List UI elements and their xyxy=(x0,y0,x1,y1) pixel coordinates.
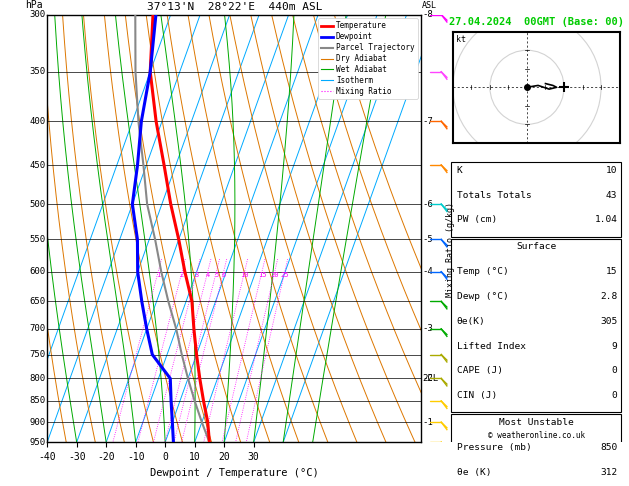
Text: 10: 10 xyxy=(240,272,249,278)
Text: 550: 550 xyxy=(29,235,45,244)
Text: -2: -2 xyxy=(422,374,433,383)
Text: 15: 15 xyxy=(606,267,618,276)
Text: Mixing Ratio (g/kg): Mixing Ratio (g/kg) xyxy=(446,202,455,297)
Text: Dewp (°C): Dewp (°C) xyxy=(457,292,508,301)
Text: 312: 312 xyxy=(600,468,618,477)
Text: Totals Totals: Totals Totals xyxy=(457,191,532,200)
Text: CAPE (J): CAPE (J) xyxy=(457,366,503,375)
Text: -5: -5 xyxy=(422,235,433,244)
Text: -7: -7 xyxy=(422,117,433,126)
Text: 43: 43 xyxy=(606,191,618,200)
Text: 500: 500 xyxy=(29,200,45,208)
Text: 900: 900 xyxy=(29,417,45,427)
Text: 1: 1 xyxy=(156,272,160,278)
Text: 600: 600 xyxy=(29,267,45,276)
Text: 15: 15 xyxy=(258,272,266,278)
Text: 700: 700 xyxy=(29,325,45,333)
Text: 800: 800 xyxy=(29,374,45,383)
Text: 0: 0 xyxy=(612,391,618,400)
Text: 750: 750 xyxy=(29,350,45,359)
Text: θe (K): θe (K) xyxy=(457,468,491,477)
Text: 3: 3 xyxy=(195,272,199,278)
Text: CIN (J): CIN (J) xyxy=(457,391,497,400)
Text: 20: 20 xyxy=(270,272,279,278)
Text: 6: 6 xyxy=(221,272,226,278)
Text: K: K xyxy=(457,166,462,175)
Text: 350: 350 xyxy=(29,67,45,76)
Text: 450: 450 xyxy=(29,160,45,170)
Bar xyxy=(452,162,621,237)
Text: 400: 400 xyxy=(29,117,45,126)
Text: -6: -6 xyxy=(422,200,433,208)
Text: 300: 300 xyxy=(29,10,45,19)
Text: © weatheronline.co.uk: © weatheronline.co.uk xyxy=(487,431,585,440)
Title: 37°13'N  28°22'E  440m ASL: 37°13'N 28°22'E 440m ASL xyxy=(147,2,322,13)
Text: 0: 0 xyxy=(612,366,618,375)
Text: 650: 650 xyxy=(29,297,45,306)
Text: Lifted Index: Lifted Index xyxy=(457,342,526,350)
Text: 25: 25 xyxy=(281,272,289,278)
Text: 10: 10 xyxy=(606,166,618,175)
Legend: Temperature, Dewpoint, Parcel Trajectory, Dry Adiabat, Wet Adiabat, Isotherm, Mi: Temperature, Dewpoint, Parcel Trajectory… xyxy=(318,18,418,99)
Text: 850: 850 xyxy=(29,397,45,405)
Bar xyxy=(452,415,621,486)
Text: Pressure (mb): Pressure (mb) xyxy=(457,443,532,452)
Text: -3: -3 xyxy=(422,325,433,333)
Text: 1.04: 1.04 xyxy=(594,215,618,225)
Text: km
ASL: km ASL xyxy=(422,0,437,10)
Text: 5: 5 xyxy=(214,272,218,278)
Text: Temp (°C): Temp (°C) xyxy=(457,267,508,276)
Bar xyxy=(452,239,621,412)
Text: 305: 305 xyxy=(600,317,618,326)
Text: -1: -1 xyxy=(422,417,433,427)
Text: hPa: hPa xyxy=(25,0,42,10)
Text: 850: 850 xyxy=(600,443,618,452)
Text: kt: kt xyxy=(456,35,466,44)
Text: θe(K): θe(K) xyxy=(457,317,486,326)
Text: -8: -8 xyxy=(422,10,433,19)
Text: PW (cm): PW (cm) xyxy=(457,215,497,225)
Text: -4: -4 xyxy=(422,267,433,276)
Text: 950: 950 xyxy=(29,438,45,447)
Text: Surface: Surface xyxy=(516,243,556,251)
Text: 9: 9 xyxy=(612,342,618,350)
Text: 2.8: 2.8 xyxy=(600,292,618,301)
Text: 4: 4 xyxy=(206,272,210,278)
Text: 2: 2 xyxy=(180,272,184,278)
Text: Most Unstable: Most Unstable xyxy=(499,418,574,427)
Text: 2CL: 2CL xyxy=(422,374,438,383)
Text: 27.04.2024  00GMT (Base: 00): 27.04.2024 00GMT (Base: 00) xyxy=(448,17,624,27)
X-axis label: Dewpoint / Temperature (°C): Dewpoint / Temperature (°C) xyxy=(150,468,319,478)
